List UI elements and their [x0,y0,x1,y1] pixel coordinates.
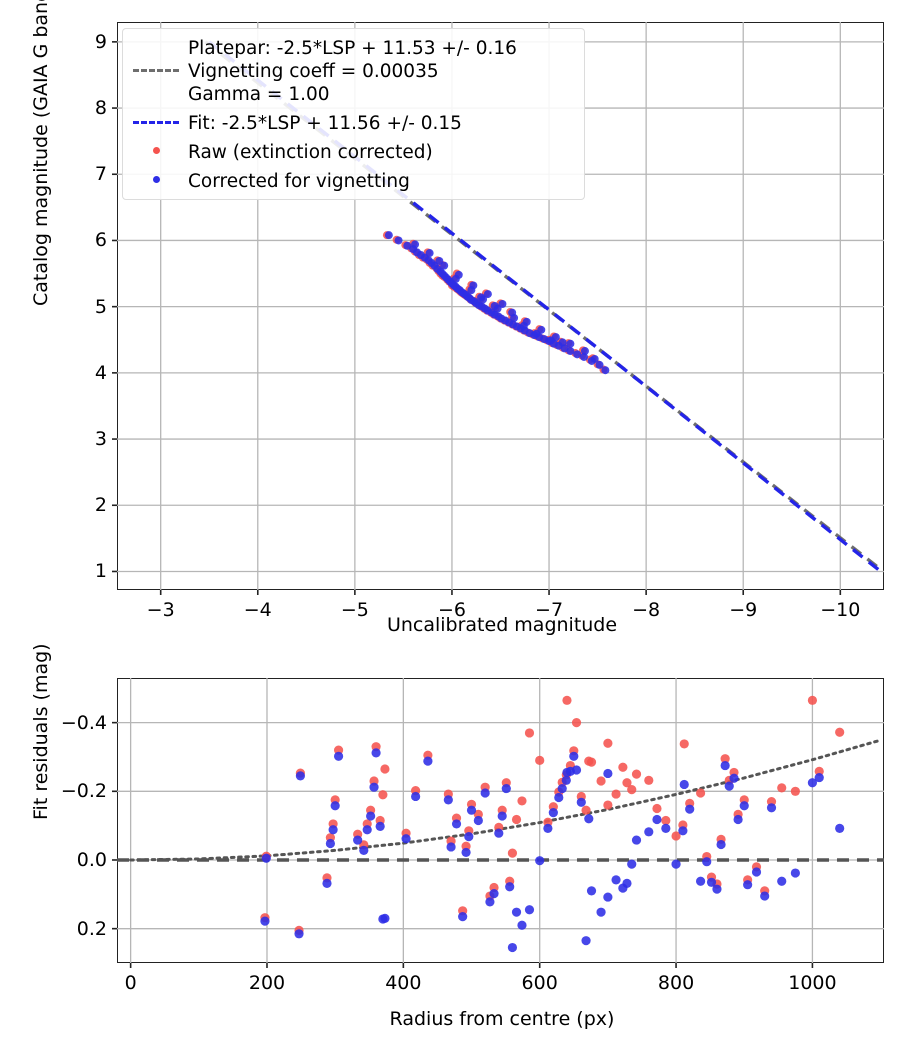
legend-label-line: Vignetting coeff = 0.00035 [188,61,439,82]
top-panel-ytick-label: 4 [94,361,107,384]
bottom-panel-ytick-label: 0.0 [76,848,107,871]
top-panel-ytick-label: 1 [94,560,107,583]
top-panel-xtick-label: −9 [729,599,758,621]
legend-item: Fit: -2.5*LSP + 11.56 +/- 0.15 [133,112,462,135]
dashed-line-swatch [133,69,179,72]
bottom-panel-axes-frame [117,678,884,963]
legend-label-line: Corrected for vignetting [188,171,410,192]
bottom-panel-xtick-label: 200 [248,972,286,994]
bottom-panel-ylabel: Fit residuals (mag) [30,643,52,820]
legend-label-line: Platepar: -2.5*LSP + 11.53 +/- 0.16 [188,38,517,59]
top-panel-xlabel: Uncalibrated magnitude [386,614,618,636]
top-panel-ytick-label: 5 [94,295,107,318]
legend-label-line: Raw (extinction corrected) [188,142,433,163]
legend-marker-icon [133,141,179,160]
top-panel-xtick-label: −10 [820,599,861,621]
legend-dashed-line-icon [133,112,179,131]
top-panel-xtick-label: −4 [243,599,272,621]
legend: Platepar: -2.5*LSP + 11.53 +/- 0.16 Vigne… [122,28,585,200]
top-panel-xtick-label: −3 [146,599,175,621]
legend-item-label: Raw (extinction corrected) [188,141,433,164]
legend-item: Platepar: -2.5*LSP + 11.53 +/- 0.16 Vigne… [133,37,517,106]
bottom-panel-ytick-label: 0.2 [76,917,107,940]
bottom-panel-xtick-label: 600 [521,972,558,994]
top-panel-ytick-label: 2 [94,494,107,517]
legend-dashed-line-icon [133,37,179,72]
top-panel-ytick-label: 6 [94,229,107,252]
legend-item-label: Fit: -2.5*LSP + 11.56 +/- 0.15 [188,112,462,135]
bottom-panel-ytick-label: −0.4 [60,711,107,734]
top-panel-xtick-label: −6 [437,599,466,621]
legend-item: Raw (extinction corrected) [133,141,433,164]
top-panel-ytick-label: 8 [94,97,107,120]
bottom-panel [112,678,884,968]
legend-item-label: Corrected for vignetting [188,170,410,193]
legend-label-line: Gamma = 1.00 [188,84,330,105]
bottom-panel-xtick-label: 800 [657,972,695,994]
bottom-panel-xlabel: Radius from centre (px) [389,1008,615,1030]
bottom-panel-xtick-label: 400 [385,972,422,994]
top-panel-ytick-label: 3 [94,428,107,451]
top-panel-xtick-label: −5 [340,599,369,621]
dashed-line-swatch [133,121,179,124]
top-panel-ylabel: Catalog magnitude (GAIA G band) [30,0,52,306]
top-panel-ytick-label: 9 [94,30,107,53]
legend-label-line: Fit: -2.5*LSP + 11.56 +/- 0.15 [188,113,462,134]
legend-marker-icon [133,170,179,189]
bottom-panel-plot-area [112,678,884,968]
top-panel-xtick-label: −7 [535,599,564,621]
legend-item-label: Platepar: -2.5*LSP + 11.53 +/- 0.16 Vigne… [188,37,517,106]
bottom-panel-xtick-label: 1000 [788,972,837,994]
bottom-panel-ytick-label: −0.2 [60,780,107,803]
top-panel-plot-area [112,22,884,595]
legend-item: Corrected for vignetting [133,170,410,193]
marker-swatch [153,147,160,154]
top-panel-xtick-label: −8 [632,599,661,621]
marker-swatch [153,176,160,183]
top-panel-ytick-label: 7 [94,163,107,186]
bottom-panel-xtick-label: 0 [124,972,137,994]
